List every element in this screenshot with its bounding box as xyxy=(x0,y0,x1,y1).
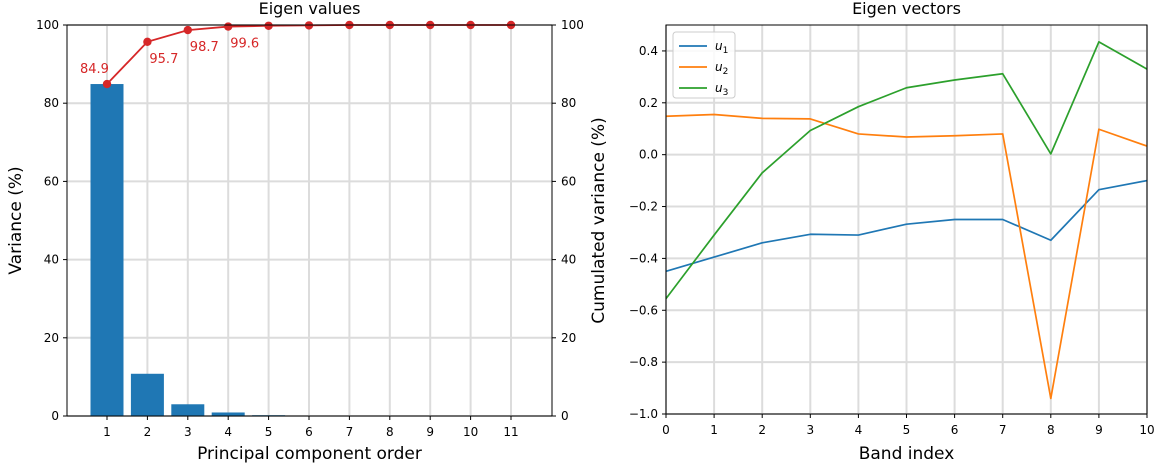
secondary-y-axis-label: Cumulated variance (%) xyxy=(589,117,609,323)
legend: u1 u2 u3 xyxy=(672,31,736,99)
y-tick-label: 80 xyxy=(44,96,59,110)
x-tick-label: 1 xyxy=(103,425,111,439)
legend-box xyxy=(672,31,736,99)
x-tick-label: 8 xyxy=(386,425,394,439)
series-line-u1 xyxy=(665,179,1148,273)
annotation-label: 99.6 xyxy=(230,37,259,52)
cumulated-marker xyxy=(102,79,112,89)
y-tick-label: −0.8 xyxy=(629,355,658,369)
x-tick-label: 3 xyxy=(806,423,814,437)
y2-tick-label: 100 xyxy=(561,18,584,32)
y-tick-label: 0.4 xyxy=(639,44,658,58)
x-axis-ticks: 1 2 3 4 5 6 7 8 9 10 11 xyxy=(103,416,519,439)
legend-label-u3: u3 xyxy=(715,81,728,98)
y-tick-label: 0.2 xyxy=(639,96,658,110)
bar xyxy=(171,404,205,416)
x-tick-label: 6 xyxy=(951,423,959,437)
cumulated-marker xyxy=(143,37,152,47)
x-tick-label: 2 xyxy=(758,423,766,437)
chart-title: Eigen vectors xyxy=(852,0,961,18)
x-axis-label: Band index xyxy=(859,444,955,464)
x-tick-label: 0 xyxy=(662,423,670,437)
x-tick-label: 8 xyxy=(1047,423,1055,437)
y2-tick-label: 60 xyxy=(561,174,576,188)
x-tick-label: 7 xyxy=(999,423,1007,437)
y-tick-label: −1.0 xyxy=(629,407,658,421)
x-tick-label: 1 xyxy=(710,423,718,437)
cumulated-marker xyxy=(264,21,273,30)
y-tick-label: 40 xyxy=(44,253,59,267)
x-tick-label: 5 xyxy=(903,423,911,437)
y-tick-label: 20 xyxy=(44,331,59,345)
eigen-vectors-chart: 0 1 2 3 4 5 6 7 8 9 10 −1.0 −0.8 −0.6 −0.4 −0.2 0.0 0.2 0… xyxy=(629,0,1155,464)
bar xyxy=(90,84,124,416)
x-axis-ticks: 0 1 2 3 4 5 6 7 8 9 10 xyxy=(662,414,1155,437)
annotation-label: 98.7 xyxy=(190,40,219,55)
x-tick-label: 5 xyxy=(265,425,273,439)
x-tick-label: 6 xyxy=(305,425,313,439)
y2-tick-label: 40 xyxy=(561,253,576,267)
series-line-u2 xyxy=(665,113,1148,400)
y-tick-label: −0.2 xyxy=(629,200,658,214)
secondary-y-axis-ticks: 0 20 40 60 80 100 xyxy=(552,18,584,423)
x-tick-label: 11 xyxy=(503,425,518,439)
bars xyxy=(90,84,366,416)
y2-tick-label: 0 xyxy=(561,409,569,423)
x-tick-label: 3 xyxy=(184,425,192,439)
annotation-label: 84.9 xyxy=(80,62,109,77)
y-axis-label: Variance (%) xyxy=(6,166,26,274)
x-tick-label: 10 xyxy=(1139,423,1154,437)
bar xyxy=(130,373,164,416)
x-tick-label: 4 xyxy=(855,423,863,437)
eigen-values-chart: 84.9 95.7 98.7 99.6 1 2 3 4 5 6 7 8 9 10 11 0 20 40 60 80… xyxy=(6,0,609,464)
legend-label-u2: u2 xyxy=(715,60,728,77)
y-axis-ticks: 0 20 40 60 80 100 xyxy=(36,18,67,423)
legend-label-u1: u1 xyxy=(715,39,728,56)
x-tick-label: 10 xyxy=(463,425,478,439)
y-tick-label: −0.6 xyxy=(629,303,658,317)
y-tick-label: 60 xyxy=(44,174,59,188)
annotation-label: 95.7 xyxy=(149,52,178,67)
y2-tick-label: 20 xyxy=(561,331,576,345)
cumulated-marker xyxy=(183,25,192,35)
chart-title: Eigen values xyxy=(259,0,361,18)
x-tick-label: 7 xyxy=(346,425,354,439)
x-tick-label: 9 xyxy=(426,425,434,439)
series-lines xyxy=(665,41,1148,400)
y-tick-label: 0 xyxy=(51,409,59,423)
x-tick-label: 9 xyxy=(1095,423,1103,437)
y-tick-label: −0.4 xyxy=(629,251,658,265)
bar xyxy=(211,412,245,416)
y-axis-ticks: −1.0 −0.8 −0.6 −0.4 −0.2 0.0 0.2 0.4 xyxy=(629,44,666,421)
annotations: 84.9 95.7 98.7 99.6 xyxy=(80,37,259,77)
y2-tick-label: 80 xyxy=(561,96,576,110)
cumulated-marker xyxy=(224,22,233,31)
x-tick-label: 2 xyxy=(144,425,152,439)
x-axis-label: Principal component order xyxy=(197,444,422,464)
series-line-u3 xyxy=(665,41,1148,300)
y-tick-label: 0.0 xyxy=(639,148,658,162)
x-tick-label: 4 xyxy=(224,425,232,439)
y-tick-label: 100 xyxy=(36,18,59,32)
